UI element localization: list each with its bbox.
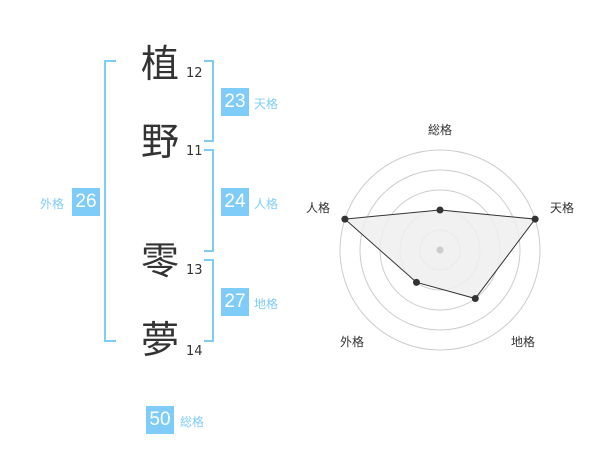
chikaku-label: 地格 (254, 297, 279, 311)
chikaku-value: 27 (221, 288, 249, 316)
gaikaku-bracket (104, 60, 116, 342)
radar-point (531, 215, 539, 223)
name-char: 植 (140, 42, 179, 86)
axis-label-soukaku: 総格 (428, 122, 452, 137)
radar-point (436, 206, 444, 214)
axis-label-chikaku: 地格 (511, 334, 535, 349)
soukaku-label: 総格 (180, 415, 205, 429)
tenkaku-bracket (204, 60, 214, 142)
gaikaku-label: 外格 (40, 197, 65, 211)
gaikaku-value: 26 (72, 188, 100, 216)
radar-area (343, 209, 537, 300)
axis-label-gaikaku: 外格 (340, 334, 364, 349)
name-char: 零 (140, 239, 179, 283)
tenkaku-value: 23 (221, 88, 249, 116)
stroke-count: 13 (186, 263, 203, 278)
name-char: 夢 (140, 318, 179, 362)
name-char: 野 (140, 120, 179, 164)
radar-point (412, 278, 420, 286)
radar-center (436, 246, 444, 254)
stroke-count: 14 (186, 344, 203, 359)
jinkaku-label: 人格 (254, 197, 279, 211)
radar-ring (339, 149, 541, 351)
radar-ring (359, 169, 521, 331)
jinkaku-value: 24 (221, 188, 249, 216)
stroke-count: 12 (186, 66, 203, 81)
tenkaku-label: 天格 (254, 97, 279, 111)
radar-point (471, 295, 479, 303)
jinkaku-bracket (204, 149, 214, 252)
axis-label-tenkaku: 天格 (550, 200, 574, 215)
axis-label-jinkaku: 人格 (306, 200, 330, 215)
soukaku-value: 50 (146, 406, 174, 434)
stroke-count: 11 (186, 144, 203, 159)
radar-point (341, 215, 349, 223)
chikaku-bracket (204, 259, 214, 342)
